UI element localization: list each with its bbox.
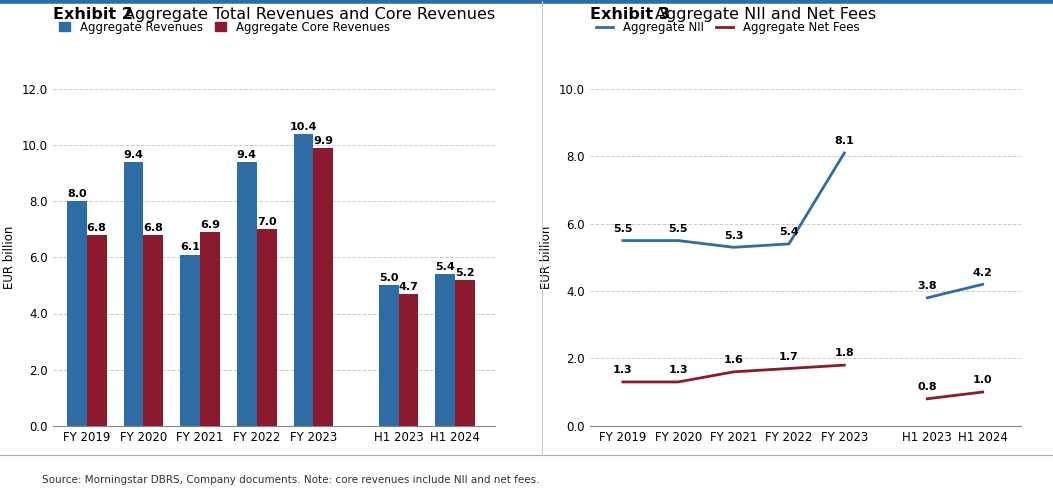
- Text: 4.2: 4.2: [973, 268, 993, 278]
- Text: 1.7: 1.7: [779, 352, 799, 362]
- Bar: [314, 148, 334, 426]
- Y-axis label: EUR billion: EUR billion: [540, 226, 553, 289]
- Text: 5.2: 5.2: [455, 268, 475, 278]
- Text: 10.4: 10.4: [290, 122, 317, 132]
- Bar: [123, 162, 143, 426]
- Text: 1.0: 1.0: [973, 375, 993, 385]
- Text: 7.0: 7.0: [257, 217, 277, 227]
- Bar: [180, 254, 200, 426]
- Bar: [200, 232, 220, 426]
- Bar: [257, 229, 277, 426]
- Bar: [398, 294, 418, 426]
- Text: Exhibit 2: Exhibit 2: [53, 7, 138, 22]
- Text: 9.4: 9.4: [123, 150, 143, 160]
- Text: 5.4: 5.4: [779, 227, 799, 237]
- Text: 5.5: 5.5: [669, 224, 688, 234]
- Bar: [455, 280, 475, 426]
- Text: 8.0: 8.0: [67, 189, 86, 199]
- Text: 9.9: 9.9: [314, 136, 334, 146]
- Legend: Aggregate NII, Aggregate Net Fees: Aggregate NII, Aggregate Net Fees: [596, 21, 859, 34]
- Bar: [294, 134, 314, 426]
- Text: 1.6: 1.6: [723, 355, 743, 365]
- Text: 3.8: 3.8: [917, 281, 937, 291]
- Bar: [86, 235, 106, 426]
- Text: 4.7: 4.7: [398, 282, 418, 292]
- Bar: [143, 235, 163, 426]
- Text: 5.3: 5.3: [723, 231, 743, 241]
- Text: 8.1: 8.1: [834, 136, 854, 147]
- Bar: [435, 274, 455, 426]
- Legend: Aggregate Revenues, Aggregate Core Revenues: Aggregate Revenues, Aggregate Core Reven…: [59, 21, 390, 34]
- Bar: [237, 162, 257, 426]
- Text: 1.8: 1.8: [834, 348, 854, 358]
- Text: 9.4: 9.4: [237, 150, 257, 160]
- Text: Source: Morningstar DBRS, Company documents. Note: core revenues include NII and: Source: Morningstar DBRS, Company docume…: [42, 475, 539, 485]
- Text: Exhibit 3: Exhibit 3: [590, 7, 675, 22]
- Text: 0.8: 0.8: [917, 382, 937, 392]
- Text: Aggregate NII and Net Fees: Aggregate NII and Net Fees: [655, 7, 876, 22]
- Text: Aggregate Total Revenues and Core Revenues: Aggregate Total Revenues and Core Revenu…: [124, 7, 495, 22]
- Text: 1.3: 1.3: [669, 365, 688, 375]
- Bar: [379, 286, 398, 426]
- Text: 5.5: 5.5: [613, 224, 633, 234]
- Text: 6.9: 6.9: [200, 220, 220, 230]
- Bar: [66, 201, 86, 426]
- Y-axis label: EUR billion: EUR billion: [3, 226, 16, 289]
- Text: 1.3: 1.3: [613, 365, 633, 375]
- Text: 6.8: 6.8: [143, 223, 163, 233]
- Text: 6.1: 6.1: [180, 243, 200, 252]
- Text: 5.0: 5.0: [379, 273, 398, 283]
- Text: 6.8: 6.8: [86, 223, 106, 233]
- Text: 5.4: 5.4: [436, 262, 455, 272]
